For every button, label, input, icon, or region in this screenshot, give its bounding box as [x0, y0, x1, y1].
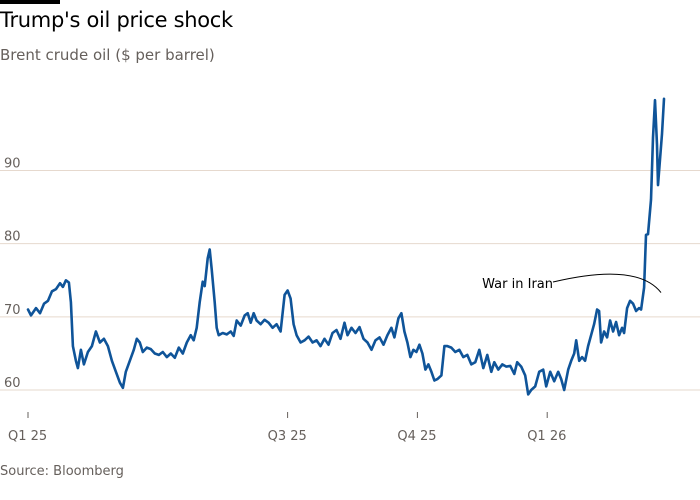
series-line-0 [26, 97, 666, 396]
annotation-label: War in Iran [482, 277, 553, 292]
gridlines [0, 170, 700, 391]
y-tick-label: 70 [4, 303, 21, 318]
series-layer [26, 97, 666, 396]
chart-subtitle: Brent crude oil ($ per barrel) [0, 46, 215, 64]
annotations: War in Iran [482, 273, 662, 293]
y-axis-ticks: 60 70 80 90 [4, 157, 21, 392]
x-tick-label: Q1 25 [8, 429, 47, 444]
y-tick-label: 90 [4, 157, 21, 172]
accent-bar [0, 0, 60, 4]
x-tick-label: Q1 26 [527, 429, 566, 444]
y-tick-label: 60 [4, 376, 21, 391]
x-tick-label: Q4 25 [397, 429, 436, 444]
chart-title: Trump's oil price shock [0, 8, 233, 32]
annotation-leader [552, 273, 662, 293]
y-tick-label: 80 [4, 230, 21, 245]
x-tick-label: Q3 25 [268, 429, 307, 444]
source-note: Source: Bloomberg [0, 464, 124, 479]
x-axis-ticks: Q1 25 Q3 25 Q4 25 Q1 26 [8, 412, 566, 444]
